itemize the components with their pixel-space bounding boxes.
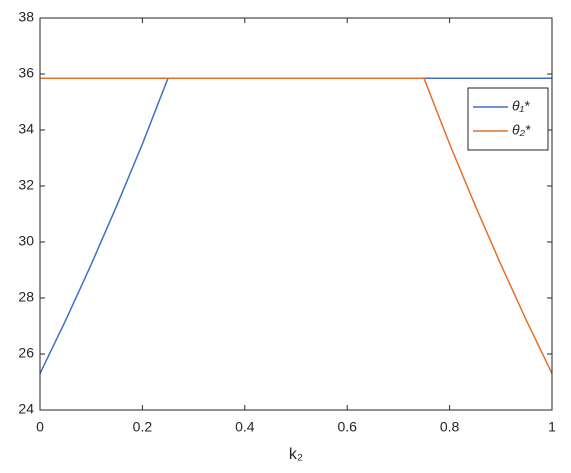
- y-tick-label: 38: [18, 9, 34, 25]
- axes-box: [39, 17, 553, 411]
- x-tick-label: 1: [548, 419, 556, 435]
- x-axis-label: k₂: [289, 446, 303, 463]
- legend-box: [467, 87, 549, 151]
- legend-label: θ₁*: [512, 98, 530, 114]
- y-tick-label: 28: [18, 289, 34, 305]
- x-tick-label: 0.2: [133, 419, 153, 435]
- y-tick-label: 36: [18, 65, 34, 81]
- y-tick-label: 24: [18, 401, 34, 417]
- series-line: [40, 77, 553, 374]
- y-tick-label: 30: [18, 233, 34, 249]
- x-tick-label: 0.4: [235, 419, 255, 435]
- y-tick-label: 26: [18, 345, 34, 361]
- x-tick-label: 0.6: [337, 419, 357, 435]
- y-tick-label: 32: [18, 177, 34, 193]
- x-tick-label: 0.8: [440, 419, 460, 435]
- x-tick-label: 0: [36, 419, 44, 435]
- y-tick-label: 34: [18, 121, 34, 137]
- legend-label: θ₂*: [512, 122, 531, 138]
- plot-area: [40, 18, 552, 410]
